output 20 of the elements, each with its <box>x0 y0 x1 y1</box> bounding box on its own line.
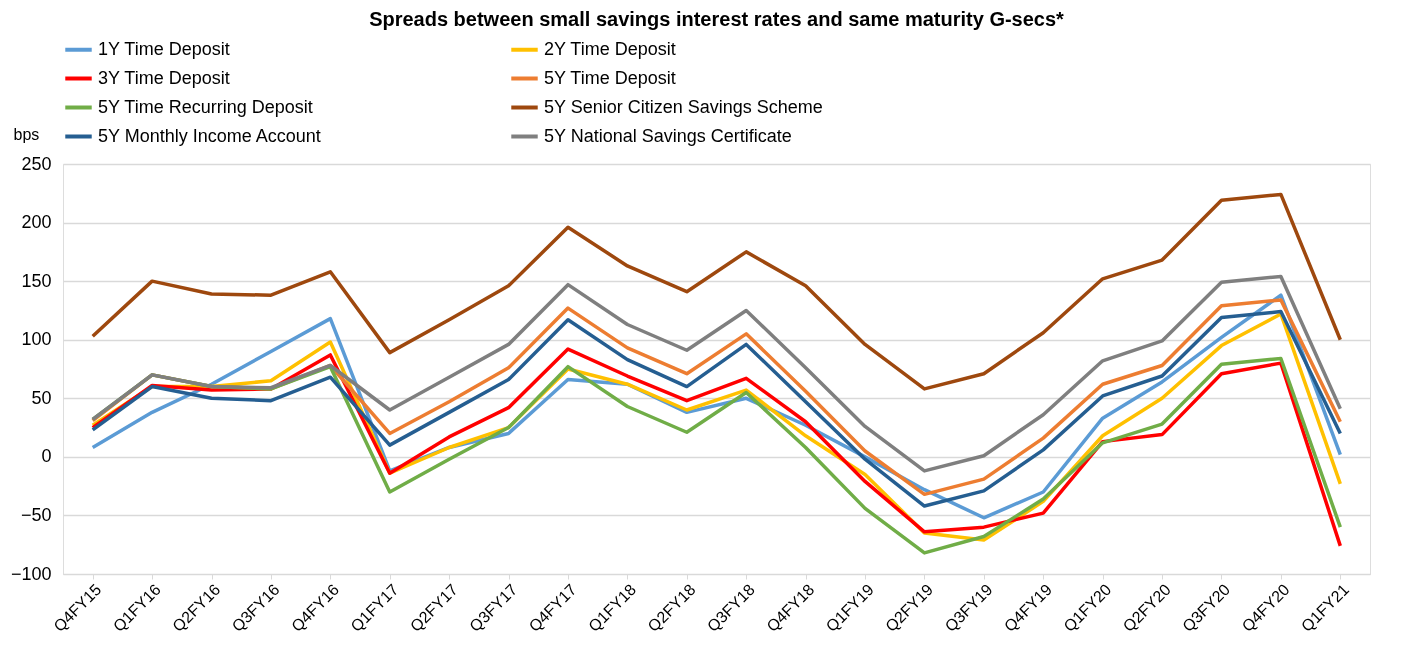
y-axis-title: bps <box>13 125 40 143</box>
line-series <box>90 274 1343 473</box>
legend-label: 5Y Time Deposit <box>544 67 676 88</box>
line-series <box>90 192 1343 391</box>
y-tick-label: −50 <box>20 504 52 525</box>
legend-label: 5Y Monthly Income Account <box>98 125 321 146</box>
y-tick-label: 50 <box>31 387 52 408</box>
y-tick-label: 0 <box>41 446 52 467</box>
y-tick-label: 250 <box>21 153 52 174</box>
legend-label: 5Y National Savings Certificate <box>544 125 792 146</box>
y-tick-label: 100 <box>21 329 52 350</box>
legend-label: 5Y Time Recurring Deposit <box>98 96 313 117</box>
legend-label: 3Y Time Deposit <box>98 67 230 88</box>
y-tick-label: 200 <box>21 212 52 233</box>
y-tick-label: −100 <box>10 563 52 584</box>
legend-label: 5Y Senior Citizen Savings Scheme <box>544 96 823 117</box>
chart-title: Spreads between small savings interest rates and same maturity G-secs* <box>369 8 1065 30</box>
y-tick-label: 150 <box>21 270 52 291</box>
legend-label: 1Y Time Deposit <box>98 38 230 59</box>
legend-label: 2Y Time Deposit <box>544 38 676 59</box>
